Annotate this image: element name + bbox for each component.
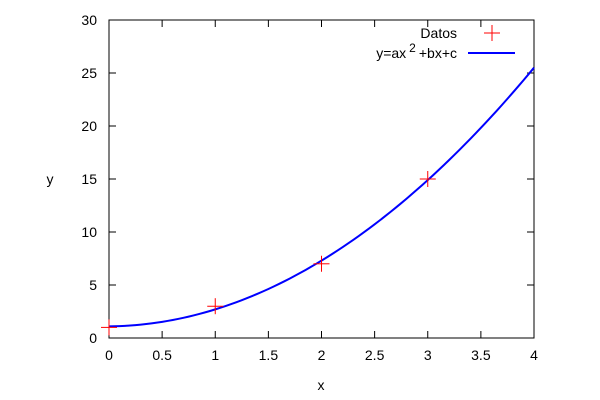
data-point [207,298,224,315]
legend-label-datos: Datos [420,25,457,41]
data-point [419,171,436,187]
legend-label-fit-exponent: 2 [409,41,416,55]
y-tick-label: 20 [81,118,97,134]
x-ticks: 0 0.5 1 1.5 2 2.5 3 3.5 4 [105,20,538,363]
series-line-fit [108,67,535,328]
x-tick-label: 4 [530,347,538,363]
x-tick-label: 1.5 [259,347,279,363]
y-tick-label: 30 [81,12,97,28]
legend-label-fit-part: +bx+c [419,45,457,61]
y-tick-label: 5 [89,277,97,293]
x-tick-label: 2.5 [365,347,385,363]
data-point [101,319,117,336]
data-point [313,255,330,272]
x-tick-label: 3.5 [471,347,491,363]
x-tick-label: 2 [318,347,326,363]
series-points-datos [101,171,436,336]
legend-label-fit: y=ax 2 +bx+c [376,41,457,61]
x-tick-label: 0 [105,347,113,363]
legend-label-fit-part: y=ax [376,45,406,61]
axes-frame [108,19,535,339]
plot-area: 0 0.5 1 1.5 2 2.5 3 3.5 4 0 5 10 15 20 25 30 [81,12,538,363]
x-tick-label: 3 [424,347,432,363]
y-ticks: 0 5 10 15 20 25 30 [81,12,534,346]
x-axis-label: x [318,377,325,393]
y-tick-label: 25 [81,65,97,81]
y-tick-label: 10 [81,224,97,240]
y-tick-label: 0 [89,330,97,346]
x-tick-label: 0.5 [152,347,172,363]
y-tick-label: 15 [81,171,97,187]
x-tick-label: 1 [211,347,219,363]
y-axis-label: y [47,171,54,187]
